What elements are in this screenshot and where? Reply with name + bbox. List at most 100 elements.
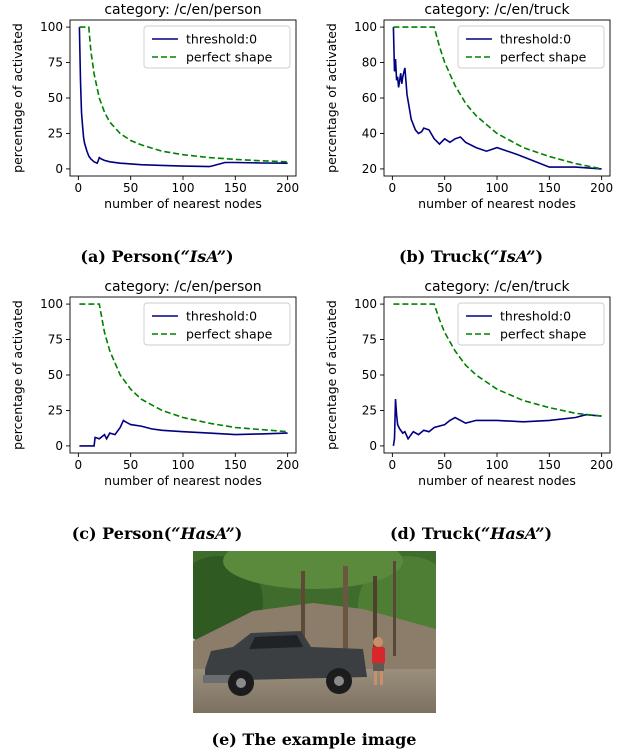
photo-person-leg-left	[374, 671, 377, 685]
caption-c: (c) Person(“HasA”)	[0, 524, 314, 543]
example-photo	[193, 551, 436, 713]
x-tick-label: 0	[389, 458, 397, 472]
y-axis-label: percentage of activated	[10, 23, 25, 173]
y-tick-label: 100	[354, 297, 377, 311]
y-tick-label: 0	[55, 439, 63, 453]
x-tick-label: 50	[123, 181, 138, 195]
series-line-threshold	[392, 399, 602, 447]
y-tick-label: 50	[48, 91, 63, 105]
x-tick-label: 200	[590, 458, 613, 472]
legend-label: threshold:0	[186, 32, 257, 47]
caption-d-suffix: )	[544, 524, 553, 543]
chart-title: category: /c/en/person	[104, 2, 261, 18]
caption-b: (b) Truck(“IsA”)	[314, 247, 628, 266]
series-line-perfect-shape	[79, 303, 288, 433]
y-tick-label: 75	[362, 333, 377, 347]
x-tick-label: 200	[276, 458, 299, 472]
x-axis-label: number of nearest nodes	[104, 473, 262, 488]
y-axis-label: percentage of activated	[324, 23, 339, 173]
caption-a-quote: “IsA”	[180, 247, 226, 266]
legend-label: threshold:0	[500, 32, 571, 47]
caption-a-suffix: )	[226, 247, 234, 266]
caption-c-quote: “HasA”	[171, 524, 235, 543]
x-tick-label: 150	[538, 181, 561, 195]
chart-d: category: /c/en/truck 0 50 100 150 200 0 25 50 75…	[324, 279, 613, 488]
photo-truck-wheel-rear-hub	[334, 676, 344, 686]
legend-label: threshold:0	[186, 309, 257, 324]
y-tick-label: 50	[48, 368, 63, 382]
y-tick-label: 25	[48, 403, 63, 417]
y-tick-label: 100	[354, 20, 377, 34]
photo-person-shorts	[373, 663, 384, 671]
caption-b-prefix: (b) Truck(	[398, 247, 491, 266]
photo-truck-bumper	[203, 675, 233, 683]
photo-tree-trunk-4	[393, 561, 396, 656]
caption-b-suffix: )	[535, 247, 544, 266]
legend-label: perfect shape	[500, 50, 587, 65]
chart-title: category: /c/en/truck	[424, 279, 570, 295]
x-tick-label: 100	[172, 181, 195, 195]
chart-c: category: /c/en/person 0 50 100 150 200 0 25 50 7…	[10, 279, 299, 488]
x-tick-label: 100	[486, 458, 509, 472]
photo-canopy-top	[223, 551, 403, 589]
y-tick-label: 80	[362, 56, 377, 70]
photo-tree-trunk-3	[373, 576, 377, 656]
series-line-perfect-shape	[79, 26, 288, 163]
legend-label: threshold:0	[500, 309, 571, 324]
series-line-perfect-shape	[393, 303, 602, 417]
x-tick-label: 200	[276, 181, 299, 195]
x-tick-label: 150	[224, 181, 247, 195]
y-tick-label: 75	[48, 56, 63, 70]
x-axis-label: number of nearest nodes	[104, 196, 262, 211]
y-tick-label: 40	[362, 126, 377, 140]
x-tick-label: 50	[437, 458, 452, 472]
caption-e: (e) The example image	[211, 730, 417, 749]
y-tick-label: 20	[362, 162, 377, 176]
chart-panel-a: category: /c/en/person 0 50 100 150 200 0 25 50 7…	[0, 0, 314, 250]
photo-person-head	[373, 637, 383, 647]
caption-c-suffix: )	[234, 524, 243, 543]
x-tick-label: 0	[75, 458, 83, 472]
photo-person-shirt	[372, 647, 385, 664]
caption-a: (a) Person(“IsA”)	[0, 247, 314, 266]
legend-box	[457, 25, 605, 69]
caption-c-prefix: (c) Person(	[71, 524, 172, 543]
caption-d-quote: “HasA”	[481, 524, 545, 543]
legend-label: perfect shape	[186, 327, 273, 342]
legend-label: perfect shape	[186, 50, 273, 65]
x-tick-label: 150	[224, 458, 247, 472]
legend-label: perfect shape	[500, 327, 587, 342]
x-tick-label: 200	[590, 181, 613, 195]
x-axis-label: number of nearest nodes	[418, 473, 576, 488]
chart-title: category: /c/en/truck	[424, 2, 570, 18]
photo-truck-wheel-front-hub	[236, 678, 246, 688]
legend-box	[143, 25, 291, 69]
photo-tree-trunk-2	[343, 566, 348, 656]
chart-panel-c: category: /c/en/person 0 50 100 150 200 0 25 50 7…	[0, 277, 314, 527]
photo-truck-body	[205, 631, 367, 681]
x-tick-label: 100	[486, 181, 509, 195]
series-line-perfect-shape	[393, 26, 602, 170]
y-tick-label: 60	[362, 91, 377, 105]
y-tick-label: 100	[40, 20, 63, 34]
y-tick-label: 100	[40, 297, 63, 311]
x-tick-label: 150	[538, 458, 561, 472]
x-tick-label: 0	[75, 181, 83, 195]
caption-b-quote: “IsA”	[490, 247, 536, 266]
y-tick-label: 25	[362, 403, 377, 417]
y-tick-label: 50	[362, 368, 377, 382]
chart-panel-d: category: /c/en/truck 0 50 100 150 200 0 25 50 75…	[314, 277, 628, 527]
chart-b: category: /c/en/truck 0 50 100 150 200 20 40 60 8…	[324, 2, 613, 211]
y-tick-label: 25	[48, 126, 63, 140]
y-tick-label: 75	[48, 333, 63, 347]
legend-box	[457, 302, 605, 346]
y-tick-label: 0	[369, 439, 377, 453]
series-line-threshold	[79, 419, 288, 447]
legend-box	[143, 302, 291, 346]
caption-d: (d) Truck(“HasA”)	[314, 524, 628, 543]
series-line-threshold	[392, 27, 602, 170]
photo-person-leg-right	[380, 671, 383, 685]
x-axis-label: number of nearest nodes	[418, 196, 576, 211]
caption-d-prefix: (d) Truck(	[389, 524, 482, 543]
x-tick-label: 50	[437, 181, 452, 195]
